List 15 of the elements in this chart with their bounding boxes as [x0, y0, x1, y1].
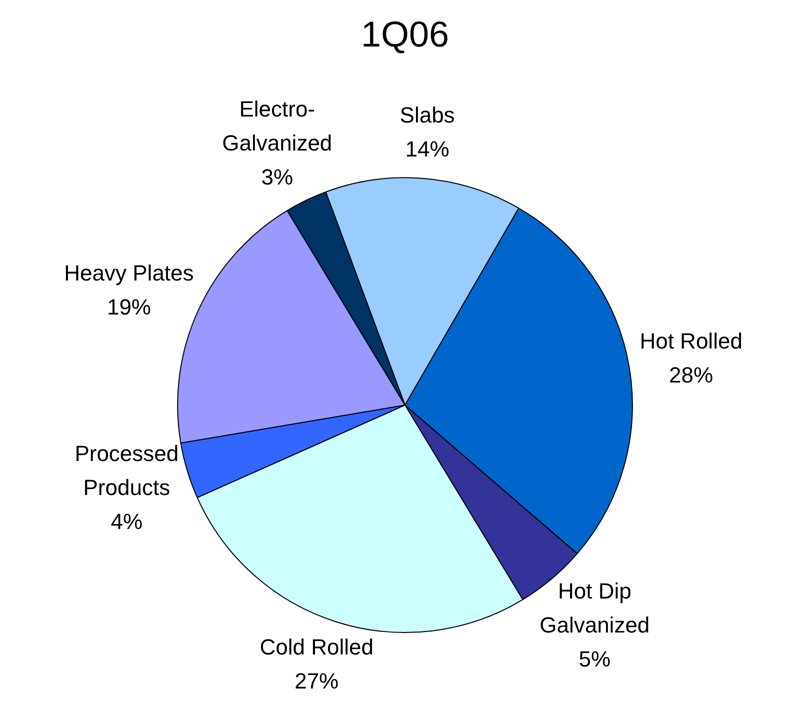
data-label: 19% — [106, 294, 151, 320]
slice-label: Heavy Plates — [64, 260, 194, 286]
data-label: 5% — [578, 646, 611, 672]
data-label: 4% — [110, 508, 143, 534]
chart-title: 1Q06 — [360, 14, 450, 55]
slice-label: Hot Dip Galvanized — [540, 578, 650, 638]
slice-label: Slabs — [400, 102, 455, 128]
data-label: 28% — [669, 362, 714, 388]
slice-label: Cold Rolled — [260, 634, 374, 660]
data-label: 27% — [294, 668, 339, 694]
data-label: 14% — [405, 136, 450, 162]
slice-label: Processed Products — [74, 440, 179, 500]
slice-label: Electro-Galvanized — [222, 96, 332, 156]
data-label: 3% — [261, 164, 294, 190]
slice-label: Hot Rolled — [640, 328, 742, 354]
